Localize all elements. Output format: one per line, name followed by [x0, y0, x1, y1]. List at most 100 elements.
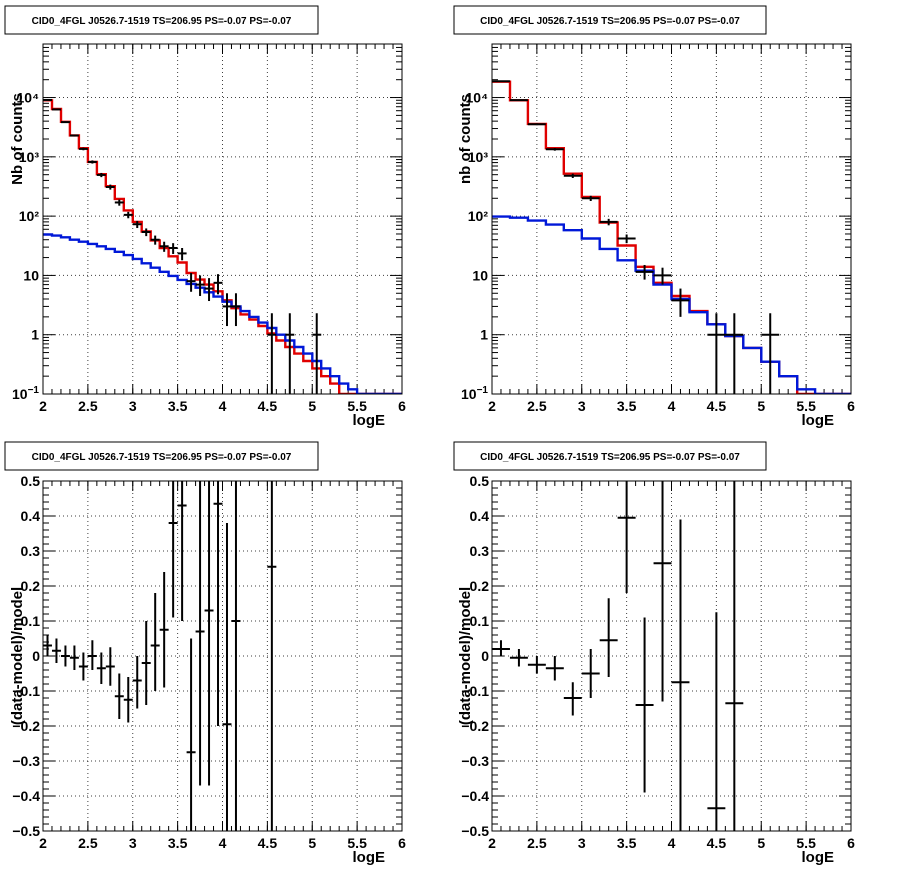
data-point	[213, 481, 223, 726]
x-tick-label: 5	[308, 835, 316, 851]
data-point	[87, 640, 97, 670]
x-tick-label: 4	[219, 835, 227, 851]
x-tick-label: 5.5	[796, 835, 816, 851]
title-box	[4, 441, 319, 471]
x-tick-label: 4.5	[258, 398, 278, 414]
x-tick-label: 6	[398, 835, 406, 851]
y-tick-label: 10	[23, 267, 39, 283]
data-point	[43, 635, 52, 656]
y-tick-label: 10⁴	[466, 90, 489, 106]
plot-area	[43, 98, 402, 394]
y-tick-label: 10−1	[461, 385, 488, 402]
y-tick-label: 10⁴	[17, 90, 40, 106]
data-point	[563, 682, 582, 716]
data-point	[599, 218, 618, 226]
x-tick-label: 3	[578, 398, 586, 414]
x-tick-label: 4	[668, 398, 676, 414]
data-point	[509, 649, 528, 667]
data-point	[43, 98, 52, 101]
x-tick-label: 2.5	[527, 835, 547, 851]
x-tick-label: 5	[757, 398, 765, 414]
plot-area	[492, 80, 851, 394]
plot-area	[492, 481, 744, 831]
data-point	[492, 640, 510, 656]
x-tick-label: 5.5	[347, 835, 367, 851]
plot-frame	[491, 480, 852, 832]
data-point	[141, 228, 151, 237]
title-box	[453, 441, 767, 471]
x-tick-label: 6	[847, 398, 855, 414]
x-tick-label: 4.5	[707, 835, 727, 851]
data-point	[150, 235, 160, 245]
data-point	[707, 313, 726, 394]
data-point	[527, 123, 546, 126]
y-tick-label: 10²	[19, 208, 40, 224]
chart-panel-4: 2 2.5 3 3.5 4 4.5 5 5.5 6 −0.5 −0.4 −0.3 −0.2 −0.1 0 0.…	[453, 441, 855, 866]
data-point	[177, 481, 187, 621]
data-point	[635, 617, 654, 793]
x-tick-label: 2.5	[78, 835, 98, 851]
data-point	[150, 593, 160, 691]
y-tick-label: 10³	[19, 149, 40, 165]
x-tick-label: 4	[219, 398, 227, 414]
x-tick-label: 4	[668, 835, 676, 851]
y-tick-label: 0.2	[21, 578, 41, 594]
y-tick-label: 0.4	[21, 508, 41, 524]
data-point	[222, 523, 232, 831]
data-point	[213, 274, 223, 295]
y-tick-label: −0.4	[12, 788, 40, 804]
x-tick-label: 2	[488, 398, 496, 414]
y-tick-label: 10	[472, 267, 488, 283]
data-point	[159, 241, 169, 252]
data-point	[671, 519, 690, 831]
y-axis-label: (data-model)/model	[457, 587, 474, 725]
data-point	[222, 293, 232, 327]
chart-panel-1: 2 2.5 3 3.5 4 4.5 5 5.5 6 10−1 1 10 10² 10³ 10⁴ logE Nb …	[4, 5, 406, 429]
data-point	[267, 481, 277, 831]
data-point	[725, 313, 744, 394]
data-point	[617, 481, 636, 593]
data-point	[78, 147, 88, 151]
x-tick-label: 5	[757, 835, 765, 851]
y-tick-label: 0.1	[470, 613, 490, 629]
y-tick-label: 1	[31, 327, 39, 343]
data-point	[581, 195, 600, 201]
data-point	[177, 248, 187, 261]
x-tick-label: 5	[308, 398, 316, 414]
x-tick-label: 4.5	[707, 398, 727, 414]
chart-title: CID0_4FGL J0526.7-1519 TS=206.95 PS=-0.0…	[480, 452, 740, 463]
x-axis-label: logE	[353, 849, 386, 866]
data-point	[492, 80, 510, 83]
data-point	[141, 621, 151, 705]
x-tick-label: 6	[398, 398, 406, 414]
data-point	[563, 173, 582, 178]
y-tick-label: 0	[481, 648, 489, 664]
y-axis-label: (data-model)/model	[9, 587, 26, 725]
data-point	[599, 598, 618, 677]
data-point	[231, 481, 241, 831]
data-point	[105, 184, 115, 190]
data-point	[51, 638, 61, 663]
data-point	[60, 121, 70, 124]
data-point	[105, 647, 115, 686]
data-point	[96, 172, 106, 178]
data-point	[132, 220, 142, 229]
y-tick-label: −0.3	[461, 753, 489, 769]
y-tick-label: 0.3	[21, 543, 41, 559]
x-tick-label: 3	[129, 398, 137, 414]
data-point	[671, 288, 690, 317]
y-tick-label: −0.4	[461, 788, 489, 804]
data-point	[195, 481, 205, 786]
data-point	[653, 267, 672, 285]
data-point	[509, 99, 528, 102]
chart-panel-3: 2 2.5 3 3.5 4 4.5 5 5.5 6 −0.5 −0.4 −0.3 −0.2 −0.1 0 0.…	[4, 441, 406, 866]
model-background-line	[492, 215, 851, 394]
chart-title: CID0_4FGL J0526.7-1519 TS=206.95 PS=-0.0…	[480, 16, 740, 27]
x-axis-label: logE	[353, 412, 386, 429]
x-axis-label: logE	[802, 849, 835, 866]
y-tick-label: 10³	[468, 149, 489, 165]
x-axis-label: logE	[802, 412, 835, 429]
title-box	[4, 5, 319, 35]
x-tick-label: 6	[847, 835, 855, 851]
data-point	[69, 645, 79, 670]
